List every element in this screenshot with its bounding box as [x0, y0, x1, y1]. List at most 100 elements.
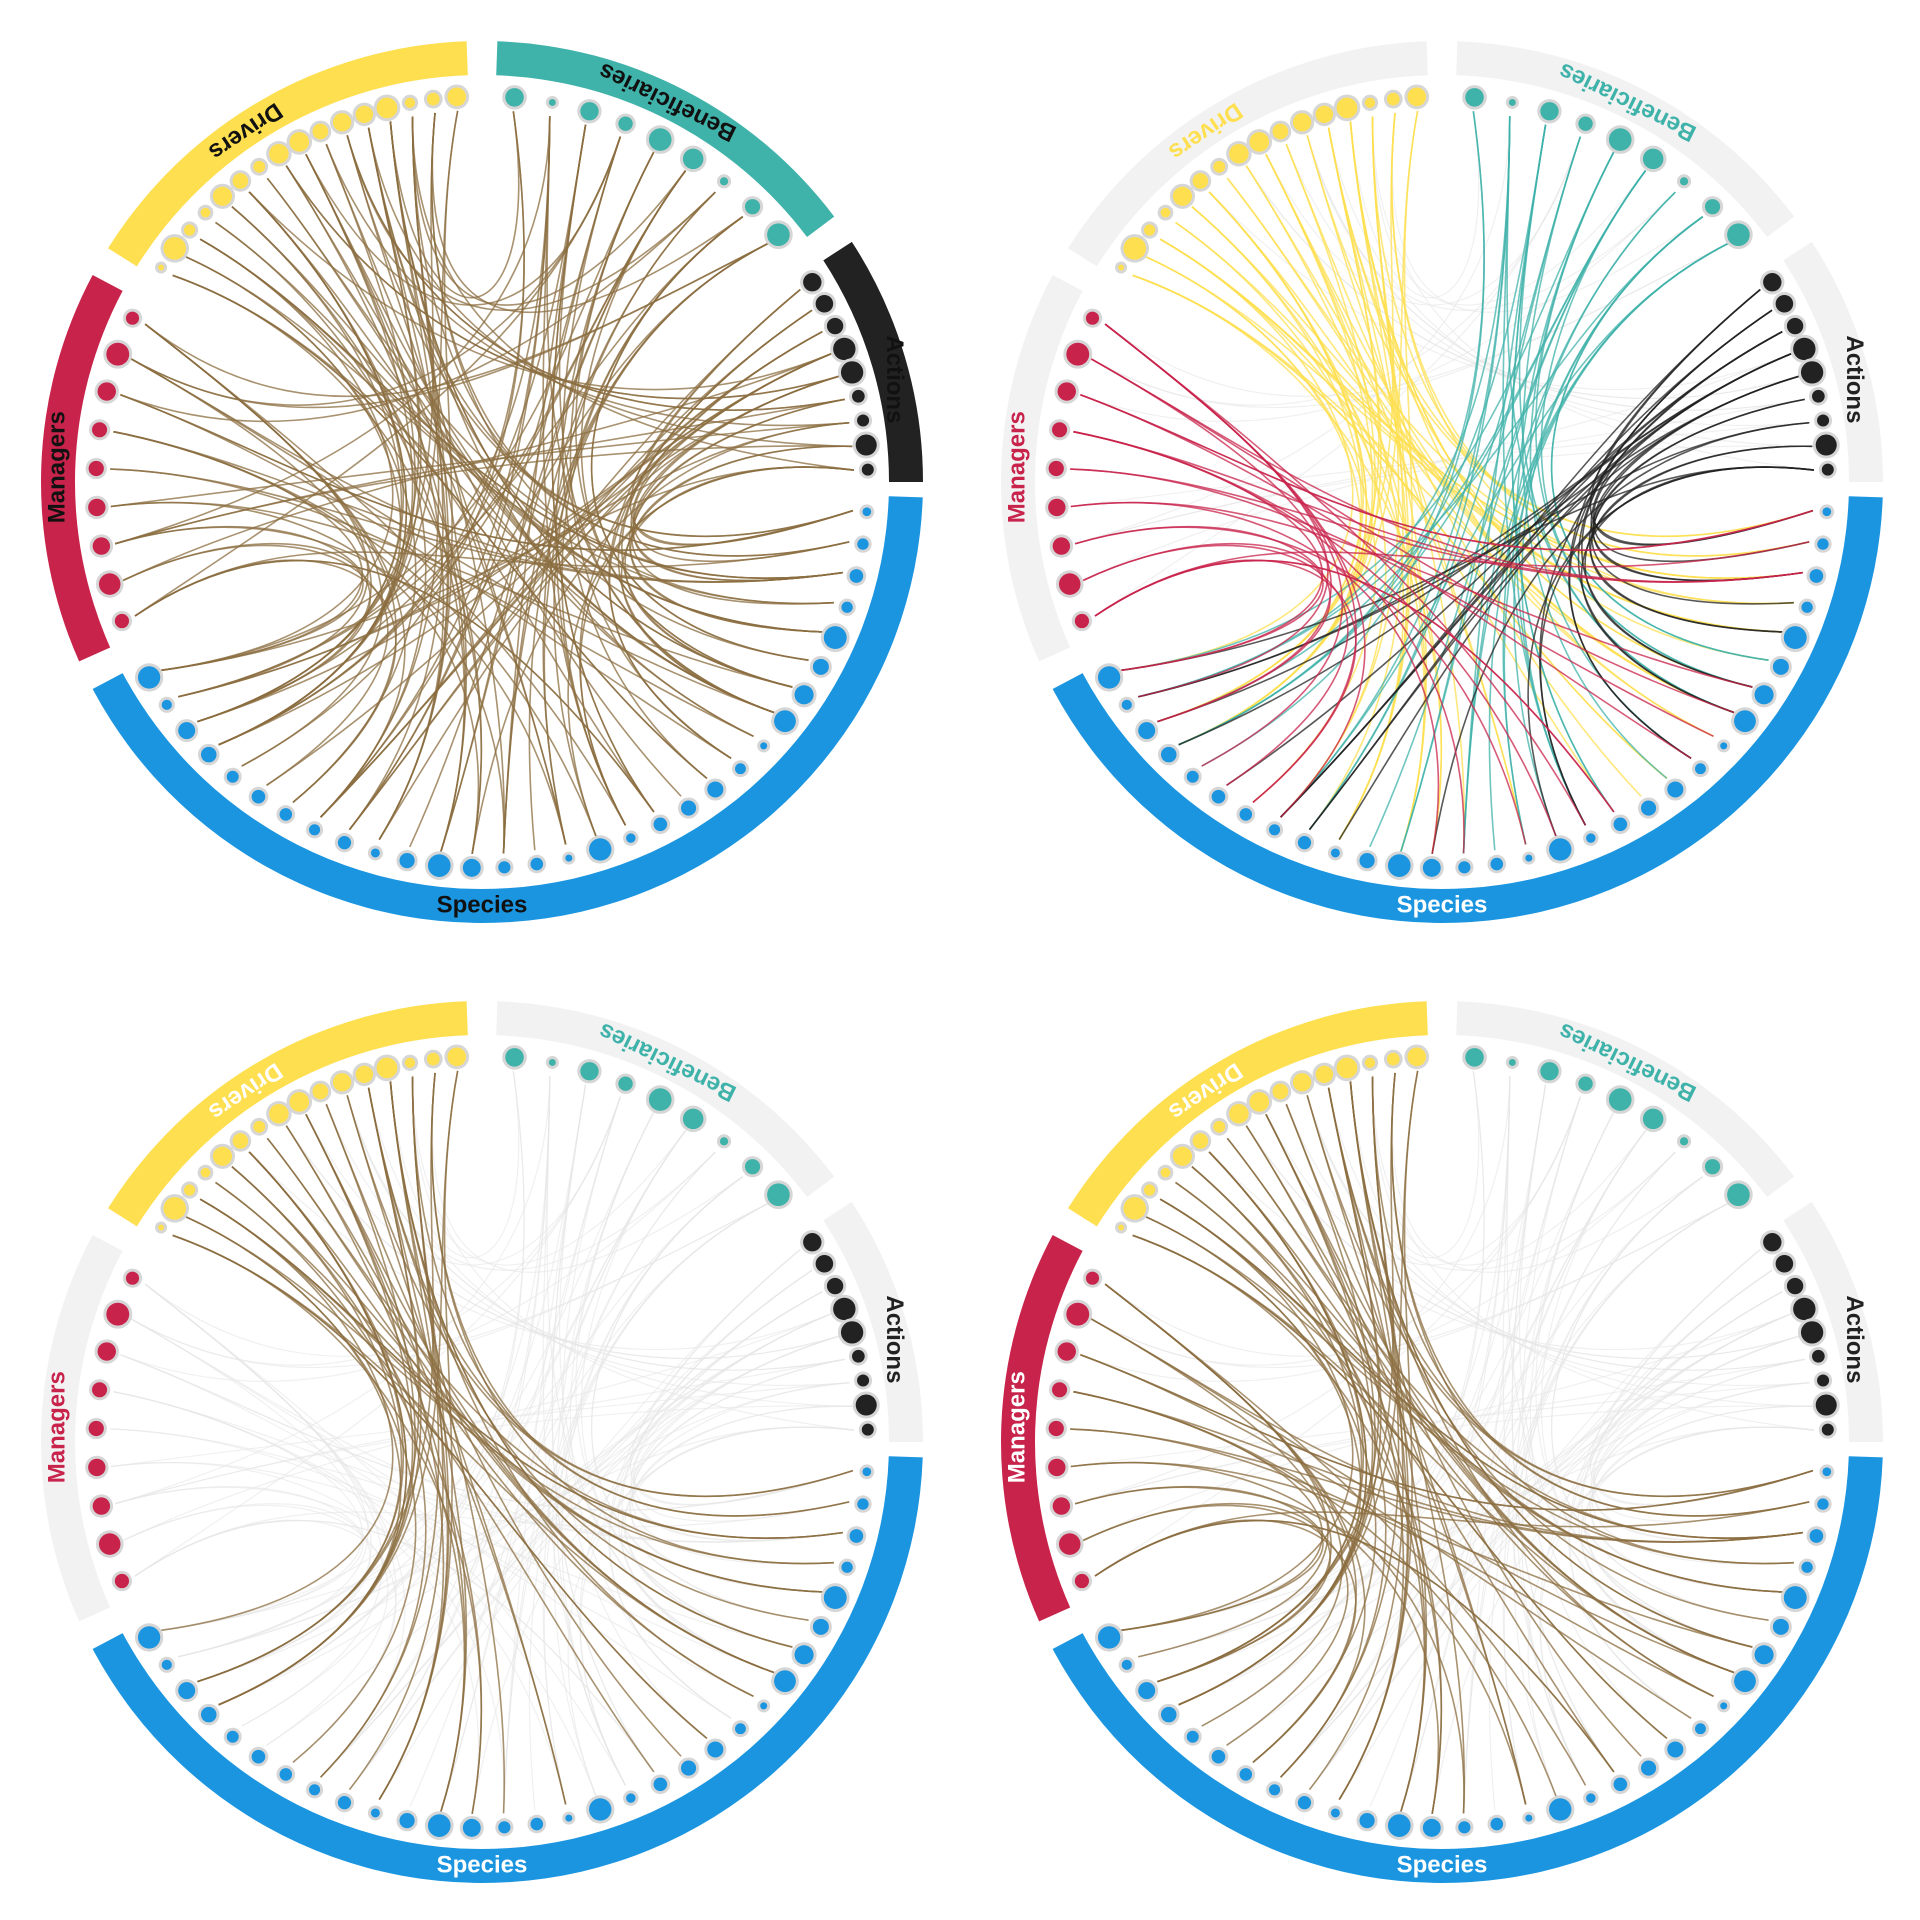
node	[1667, 781, 1684, 798]
group-label: Actions	[1841, 1295, 1868, 1383]
node	[1138, 722, 1156, 740]
node	[841, 1561, 853, 1573]
node	[1297, 836, 1312, 850]
edge	[144, 1283, 369, 1658]
edge-bundle-panel: Drivers BeneficiariesActionsSpeciesManage…	[1001, 1001, 1883, 1884]
node	[857, 538, 869, 550]
node	[1052, 1382, 1068, 1398]
node	[794, 685, 814, 705]
edge	[412, 1076, 854, 1431]
node	[92, 537, 111, 555]
edge	[1074, 525, 1331, 723]
edge	[1369, 170, 1647, 848]
edge	[1070, 1428, 1803, 1543]
node	[767, 1183, 790, 1207]
node	[857, 414, 870, 427]
group-label: Managers	[1004, 1371, 1031, 1483]
node	[114, 1573, 130, 1589]
node	[653, 817, 668, 832]
node	[1268, 1784, 1281, 1796]
node	[1211, 789, 1226, 804]
edge	[1265, 1113, 1735, 1674]
edge	[1208, 191, 1792, 391]
node	[279, 1768, 293, 1781]
node	[1118, 1224, 1125, 1231]
node	[355, 1065, 374, 1084]
edge	[134, 541, 850, 617]
node	[580, 1062, 599, 1081]
node	[232, 173, 249, 189]
node	[1783, 626, 1807, 650]
node	[1586, 833, 1596, 843]
node	[1211, 1749, 1226, 1764]
group-band	[1052, 496, 1883, 924]
node	[308, 1784, 321, 1796]
edge	[1178, 1070, 1419, 1706]
group-band	[1068, 41, 1428, 267]
edge	[1070, 468, 1714, 738]
node	[1058, 573, 1081, 595]
node	[1812, 1349, 1825, 1363]
edge	[1589, 1249, 1814, 1505]
node	[1490, 1817, 1504, 1831]
edge	[161, 151, 655, 672]
node	[1387, 854, 1411, 877]
node	[774, 1670, 796, 1693]
node	[1586, 1793, 1596, 1803]
node	[1540, 1062, 1559, 1081]
edge	[1178, 110, 1419, 746]
node	[253, 160, 266, 173]
node	[232, 1133, 249, 1149]
group-label: Actions	[881, 335, 908, 423]
node	[200, 746, 217, 763]
node	[1048, 1420, 1064, 1437]
node	[269, 143, 289, 164]
node	[462, 858, 481, 877]
edge	[579, 1426, 854, 1786]
edge	[1121, 151, 1615, 672]
node	[1822, 507, 1832, 517]
node	[137, 666, 161, 689]
node	[1057, 382, 1076, 401]
edge	[1080, 394, 1814, 551]
edge	[1157, 112, 1396, 723]
node	[427, 1814, 451, 1837]
node	[803, 1233, 822, 1252]
group-label: Species	[1397, 891, 1488, 918]
edge	[1121, 1198, 1354, 1632]
group-label: Managers	[1004, 411, 1031, 523]
node	[200, 1167, 211, 1178]
edge	[1245, 1125, 1799, 1360]
edge	[1090, 1203, 1728, 1369]
node	[794, 1645, 814, 1665]
edge	[431, 1072, 834, 1565]
group-band	[1783, 1201, 1883, 1442]
node	[1085, 311, 1100, 325]
edge	[1074, 398, 1805, 545]
edge	[348, 1096, 621, 1790]
node	[114, 613, 130, 629]
edge	[130, 358, 372, 723]
node	[1734, 1670, 1756, 1693]
node	[1793, 1297, 1816, 1321]
node	[849, 1529, 864, 1543]
group-label: Species	[437, 891, 528, 918]
node	[862, 507, 872, 517]
edge	[1073, 1390, 1324, 1632]
edge	[1208, 1151, 1792, 1351]
node	[815, 294, 834, 313]
node	[1640, 1760, 1657, 1776]
edge	[114, 116, 551, 545]
edge	[409, 1130, 686, 1808]
node	[88, 460, 104, 477]
edge	[1372, 1076, 1646, 1266]
edge	[185, 1216, 402, 1706]
edge	[144, 1203, 768, 1357]
edge	[1588, 375, 1799, 633]
edge	[113, 430, 364, 672]
node	[1458, 1821, 1471, 1834]
edge	[120, 191, 716, 423]
edge	[110, 1428, 754, 1697]
node	[680, 1760, 697, 1776]
node	[1239, 1768, 1253, 1781]
